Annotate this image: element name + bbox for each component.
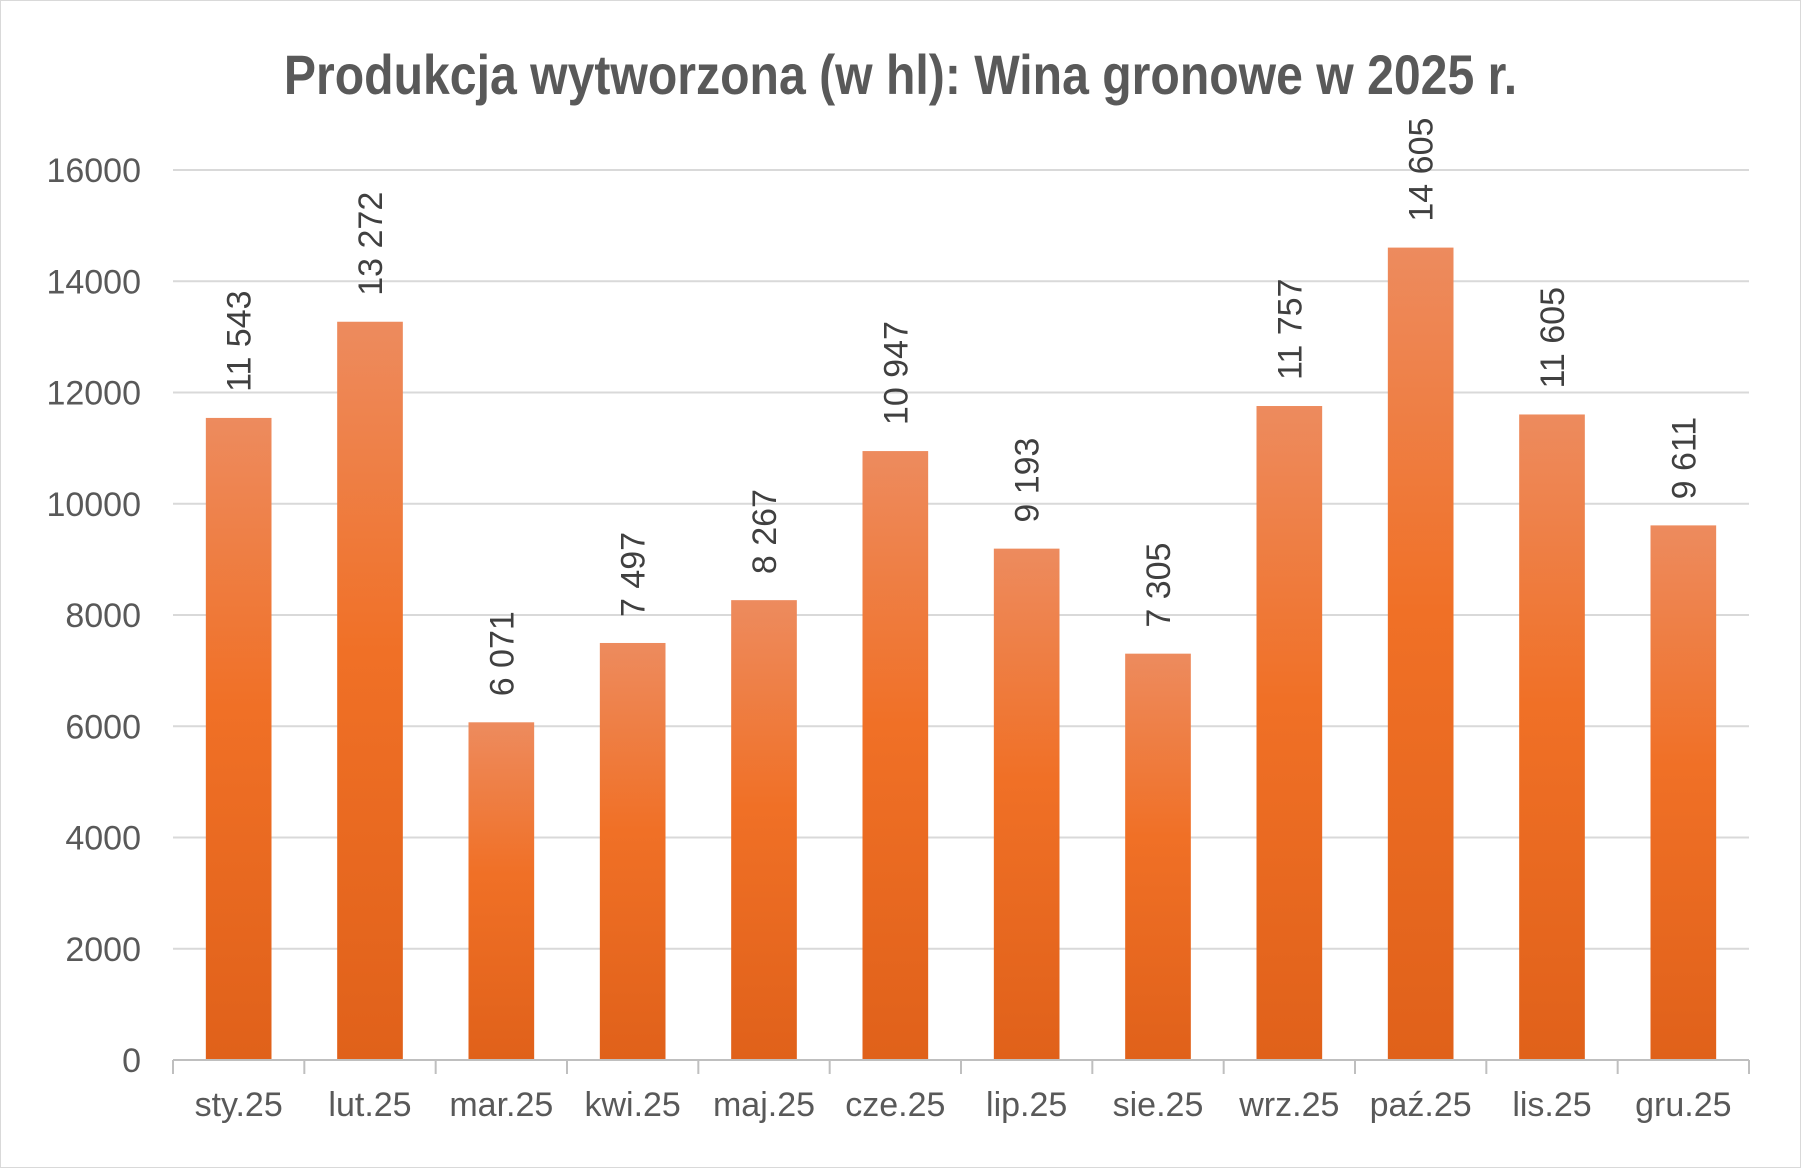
- y-tick-label: 4000: [65, 820, 141, 858]
- chart-title: Produkcja wytworzona (w hl): Wina gronow…: [283, 43, 1518, 106]
- bar: [1650, 525, 1717, 1060]
- bar: [1256, 406, 1323, 1061]
- y-tick-label: 14000: [46, 263, 141, 301]
- data-label: 11 605: [1534, 287, 1572, 388]
- y-tick-label: 0: [122, 1042, 141, 1080]
- bar: [337, 321, 403, 1060]
- y-tick-label: 2000: [65, 931, 141, 969]
- x-axis: [172, 1059, 1750, 1074]
- x-tick-label: sty.25: [195, 1086, 283, 1124]
- bar: [205, 417, 272, 1060]
- data-labels: 11 543 13 272 6 071 7 497 8 267 10 947 9 193 7 …: [221, 118, 1704, 697]
- x-tick-label: lip.25: [986, 1086, 1067, 1124]
- bar: [468, 722, 535, 1060]
- data-label: 7 497: [615, 532, 653, 617]
- data-label: 9 611: [1665, 417, 1703, 500]
- x-tick-label: kwi.25: [584, 1086, 680, 1124]
- data-label: 11 543: [221, 290, 259, 391]
- bar: [1387, 247, 1454, 1061]
- y-tick-label: 6000: [65, 708, 141, 746]
- x-tick-label: wrz.25: [1238, 1086, 1339, 1124]
- x-axis-tick-labels: sty.25 lut.25 mar.25 kwi.25 maj.25 cze.25 lip.…: [195, 1086, 1732, 1124]
- y-tick-label: 8000: [65, 597, 141, 635]
- bars: [205, 247, 1717, 1061]
- x-tick-label: sie.25: [1113, 1086, 1204, 1124]
- bar: [731, 600, 797, 1060]
- bar: [993, 548, 1060, 1060]
- gridlines: [173, 169, 1749, 950]
- data-label: 11 757: [1271, 279, 1309, 380]
- bar: [862, 451, 929, 1060]
- data-label: 9 193: [1009, 438, 1047, 523]
- y-tick-label: 12000: [46, 375, 141, 413]
- x-tick-label: mar.25: [449, 1086, 553, 1124]
- x-tick-label: paź.25: [1370, 1086, 1472, 1124]
- data-label: 8 267: [746, 489, 784, 574]
- x-tick-label: maj.25: [713, 1086, 815, 1124]
- y-tick-label: 10000: [46, 486, 141, 524]
- y-axis-tick-labels: 0 2000 4000 6000 8000 10000 12000 14000 16000: [46, 152, 141, 1080]
- data-label: 7 305: [1140, 543, 1178, 628]
- data-label: 10 947: [877, 321, 915, 425]
- y-tick-label: 16000: [46, 152, 141, 190]
- data-label: 13 272: [352, 192, 390, 296]
- data-label: 14 605: [1403, 118, 1441, 222]
- data-label: 6 071: [483, 611, 521, 696]
- bar: [1519, 414, 1585, 1060]
- x-tick-label: cze.25: [845, 1086, 945, 1124]
- x-tick-label: lis.25: [1512, 1086, 1591, 1124]
- bar: [599, 642, 666, 1060]
- x-tick-label: gru.25: [1635, 1086, 1731, 1124]
- x-tick-label: lut.25: [328, 1086, 411, 1124]
- bar: [1125, 653, 1191, 1060]
